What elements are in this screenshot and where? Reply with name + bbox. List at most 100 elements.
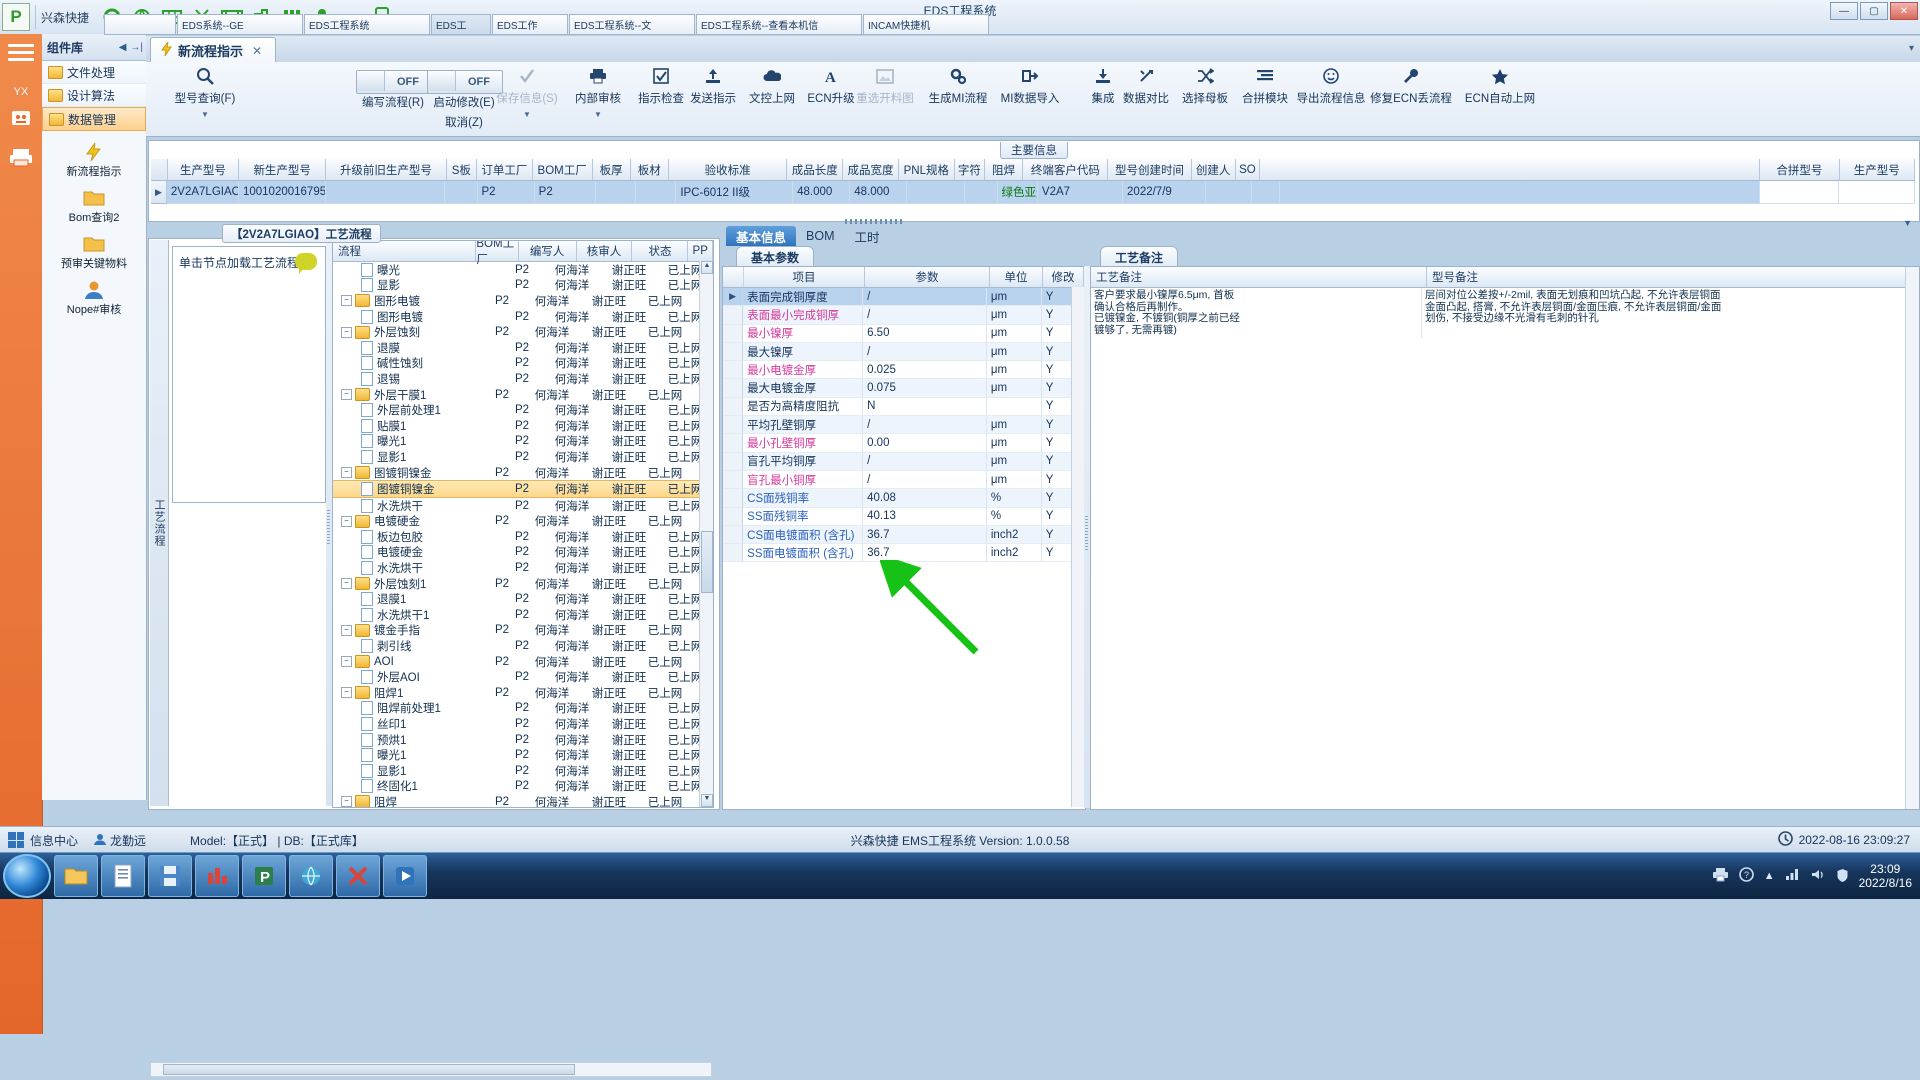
chevron-down-icon[interactable]: ▼: [201, 110, 209, 119]
sidebar-item-data-management[interactable]: 数据管理: [42, 107, 146, 131]
remark-vertical-scrollbar[interactable]: [1905, 267, 1919, 809]
maximize-button[interactable]: ▢: [1860, 2, 1888, 20]
tree-row[interactable]: − 图形电镀 P2 何海洋 谢正旺 已上网: [333, 293, 713, 309]
col-header[interactable]: 参数: [865, 267, 990, 287]
tree-vertical-scrollbar[interactable]: ▲ ▼: [699, 261, 713, 807]
tree-row[interactable]: 碱性蚀刻 P2 何海洋 谢正旺 已上网: [333, 356, 713, 372]
chart-red-icon[interactable]: [195, 855, 239, 897]
col-header[interactable]: 板材: [630, 159, 669, 181]
col-header[interactable]: 型号备注: [1427, 267, 1917, 287]
ribbon-button-save-info[interactable]: 保存信息(S) ▼: [490, 64, 564, 119]
col-header[interactable]: 单位: [990, 267, 1043, 287]
tree-row[interactable]: − 阻焊1 P2 何海洋 谢正旺 已上网: [333, 685, 713, 701]
nav-item-nope-audit[interactable]: Nope#审核: [42, 275, 146, 321]
window-button[interactable]: EDS工作: [492, 14, 568, 35]
tree-row[interactable]: 显影 P2 何海洋 谢正旺 已上网: [333, 278, 713, 294]
param-value[interactable]: 6.50: [863, 324, 987, 343]
ribbon-button-repair-ecn-lost-flow[interactable]: 修复ECN丢流程: [1370, 64, 1452, 106]
close-icon[interactable]: ✕: [252, 43, 263, 58]
window-button[interactable]: EDS工程系统--文: [569, 14, 695, 35]
col-header[interactable]: 核审人: [577, 241, 633, 261]
tree-row[interactable]: − AOI P2 何海洋 谢正旺 已上网: [333, 654, 713, 670]
ribbon-button-model-query[interactable]: 型号查询(F) ▼: [168, 64, 242, 119]
window-button[interactable]: INCAM快捷机: [863, 14, 989, 35]
param-row[interactable]: ▶ 表面完成铜厚度 / μm Y: [723, 288, 1085, 307]
chevron-down-icon[interactable]: ▼: [1903, 218, 1912, 228]
col-header[interactable]: BOM工厂: [532, 159, 593, 181]
col-header[interactable]: 型号创建时间: [1108, 159, 1192, 181]
tree-row[interactable]: 水洗烘干 P2 何海洋 谢正旺 已上网: [333, 498, 713, 514]
col-header[interactable]: 字符: [954, 159, 986, 181]
param-value[interactable]: N: [863, 397, 987, 417]
vertical-splitter-2[interactable]: [1084, 266, 1090, 808]
param-value[interactable]: /: [863, 288, 987, 307]
col-header[interactable]: 成品长度: [787, 159, 844, 181]
param-value[interactable]: /: [863, 470, 987, 490]
tree-row[interactable]: − 外层蚀刻1 P2 何海洋 谢正旺 已上网: [333, 576, 713, 592]
x-icon[interactable]: [336, 855, 380, 897]
tab-basic-info[interactable]: 基本信息: [726, 226, 797, 246]
col-header[interactable]: 编写人: [519, 241, 577, 261]
shield-icon[interactable]: [1836, 868, 1849, 885]
vertical-splitter[interactable]: [326, 240, 332, 806]
robot-icon[interactable]: [6, 106, 36, 132]
param-vertical-scrollbar[interactable]: [1071, 287, 1085, 807]
param-value[interactable]: /: [863, 416, 987, 435]
param-value[interactable]: 36.7: [863, 525, 987, 545]
param-row[interactable]: 表面最小完成铜厚 / μm Y: [723, 306, 1085, 325]
printer-icon[interactable]: [6, 144, 36, 170]
tree-row[interactable]: 终固化1 P2 何海洋 谢正旺 已上网: [333, 779, 713, 795]
globe-icon[interactable]: [289, 855, 333, 897]
tree-row[interactable]: 曝光1 P2 何海洋 谢正旺 已上网: [333, 434, 713, 450]
expand-collapse-icon[interactable]: −: [341, 326, 352, 338]
subtab-process-remark[interactable]: 工艺备注: [1100, 246, 1179, 267]
tree-row[interactable]: − 外层干膜1 P2 何海洋 谢正旺 已上网: [333, 387, 713, 403]
window-button[interactable]: EDS工: [431, 14, 491, 35]
ribbon-button-generate-mi-flow[interactable]: 生成MI流程: [921, 64, 995, 106]
printer-icon[interactable]: [1712, 867, 1729, 885]
chevron-left-icon[interactable]: ◀: [118, 41, 127, 53]
param-row[interactable]: CS面电镀面积 (含孔) 36.7 inch2 Y: [723, 525, 1085, 545]
col-header[interactable]: 新生产型号: [239, 159, 327, 181]
help-icon[interactable]: ?: [1738, 867, 1754, 885]
param-row[interactable]: 盲孔平均铜厚 / μm Y: [723, 452, 1085, 471]
ribbon-button-export-flow-info[interactable]: 导出流程信息: [1294, 64, 1368, 106]
vertical-tab-process-flow[interactable]: 工艺流程: [150, 240, 169, 806]
col-header[interactable]: PNL规格: [898, 159, 955, 181]
col-header[interactable]: 订单工厂: [477, 159, 533, 181]
ribbon-button-doc-control-upload[interactable]: 文控上网: [735, 64, 809, 106]
expand-collapse-icon[interactable]: −: [341, 467, 352, 479]
col-header[interactable]: 板厚: [592, 159, 631, 181]
expand-collapse-icon[interactable]: −: [341, 687, 352, 699]
col-header[interactable]: 创建人: [1191, 159, 1236, 181]
window-button[interactable]: [104, 14, 176, 35]
tree-row[interactable]: 板边包胶 P2 何海洋 谢正旺 已上网: [333, 529, 713, 545]
expand-collapse-icon[interactable]: −: [341, 578, 352, 590]
pane-drag-handle[interactable]: [845, 219, 905, 224]
expand-collapse-icon[interactable]: −: [341, 656, 352, 668]
scroll-down-icon[interactable]: ▼: [701, 794, 713, 807]
tree-row[interactable]: 外层前处理1 P2 何海洋 谢正旺 已上网: [333, 402, 713, 418]
ribbon-button-merge-module[interactable]: 合拼模块: [1228, 64, 1302, 106]
scroll-up-icon[interactable]: ▲: [701, 261, 713, 274]
tree-row[interactable]: 退膜 P2 何海洋 谢正旺 已上网: [333, 340, 713, 356]
col-header[interactable]: SO: [1235, 159, 1261, 181]
toggle-write-flow[interactable]: OFF: [356, 70, 432, 94]
col-header[interactable]: S板: [446, 159, 477, 181]
param-row[interactable]: 盲孔最小铜厚 / μm Y: [723, 470, 1085, 490]
param-row[interactable]: 最小镍厚 6.50 μm Y: [723, 324, 1085, 343]
col-header[interactable]: 升级前旧生产型号: [326, 159, 447, 181]
scrollbar-thumb[interactable]: [701, 531, 713, 593]
param-row[interactable]: 是否为高精度阻抗 N Y: [723, 397, 1085, 417]
ribbon-button-select-motherboard[interactable]: 选择母板: [1168, 64, 1242, 106]
tree-row[interactable]: − 图镀铜镍金 P2 何海洋 谢正旺 已上网: [333, 465, 713, 481]
param-value[interactable]: 36.7: [863, 544, 987, 563]
nav-item-pre-audit-material[interactable]: 预审关键物料: [42, 229, 146, 275]
tree-row[interactable]: 水洗烘干1 P2 何海洋 谢正旺 已上网: [333, 607, 713, 623]
tree-row[interactable]: 曝光1 P2 何海洋 谢正旺 已上网: [333, 747, 713, 763]
window-button[interactable]: EDS工程系统: [304, 14, 430, 35]
windows-start-orb-icon[interactable]: [3, 854, 51, 898]
tree-row[interactable]: − 外层蚀刻 P2 何海洋 谢正旺 已上网: [333, 324, 713, 340]
param-row[interactable]: 平均孔壁铜厚 / μm Y: [723, 416, 1085, 435]
remark-row[interactable]: 客户要求最小镍厚6.5μm, 首板 确认合格后再制作。 已镀镍金, 不镀铜(铜厚…: [1091, 288, 1919, 338]
